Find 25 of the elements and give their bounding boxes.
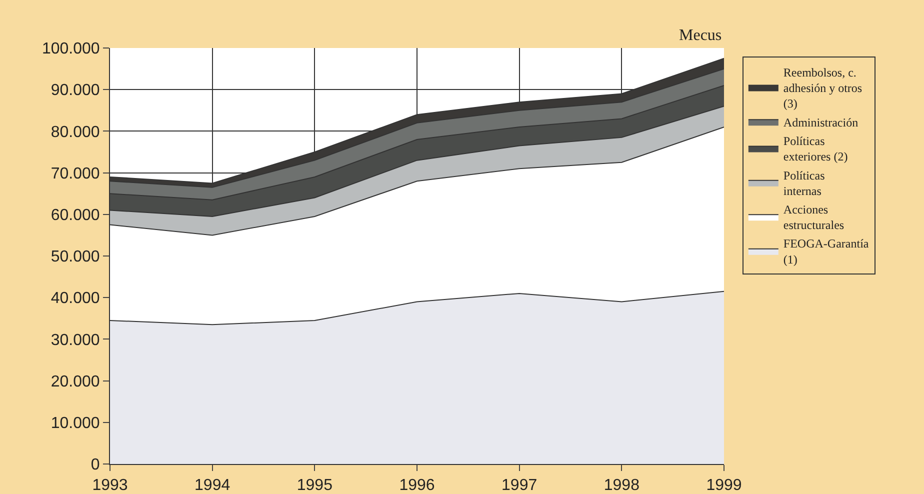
y-tick-label: 40.000 — [50, 290, 100, 308]
y-tick-label: 10.000 — [50, 415, 100, 432]
x-tick-label: 1993 — [92, 477, 128, 494]
legend-label: Políticas internas — [783, 168, 826, 198]
legend-label: Reembolsos, c. adhesión y otros (3) — [783, 65, 862, 110]
legend-label: Políticas exteriores (2) — [783, 134, 848, 164]
y-tick-label: 100.000 — [42, 40, 100, 58]
y-axis-title: Mecus — [679, 27, 722, 44]
y-tick-label: 20.000 — [50, 373, 100, 390]
x-tick-label: 1997 — [502, 477, 538, 494]
x-tick-label: 1998 — [604, 477, 640, 494]
x-tick-label: 1994 — [194, 477, 230, 494]
y-tick-label: 0 — [90, 456, 100, 474]
legend-label: FEOGA-Garantía (1) — [783, 236, 870, 266]
y-tick-label: 70.000 — [50, 165, 100, 182]
y-tick-label: 90.000 — [50, 82, 100, 100]
y-tick-label: 80.000 — [50, 124, 100, 141]
x-tick-label: 1999 — [706, 477, 742, 494]
x-tick-label: 1996 — [399, 477, 435, 494]
x-tick-label: 1995 — [296, 477, 333, 494]
y-tick-label: 50.000 — [50, 248, 100, 266]
legend-label: Acciones estructurales — [783, 202, 844, 232]
y-tick-label: 30.000 — [50, 332, 100, 349]
y-tick-label: 60.000 — [50, 207, 100, 224]
legend-label: Administración — [783, 115, 858, 130]
